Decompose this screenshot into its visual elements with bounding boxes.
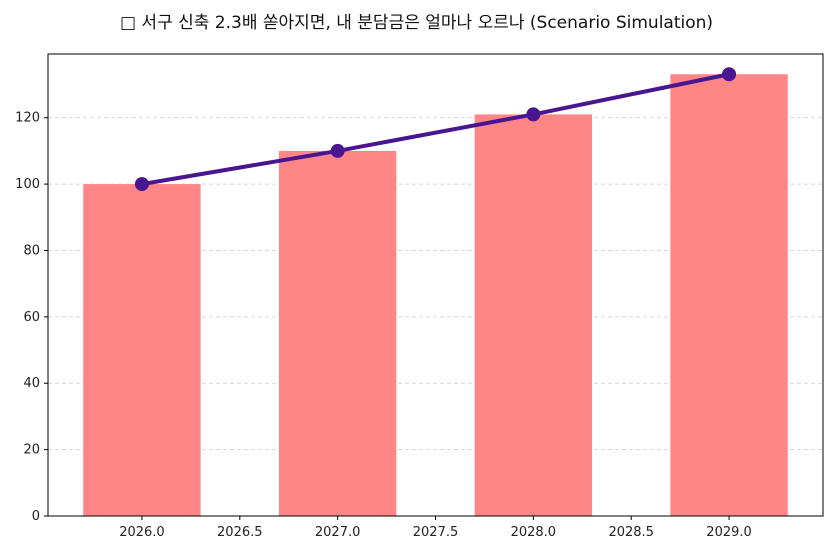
x-tick-label: 2026.5: [217, 525, 263, 540]
chart-title: □ 서구 신축 2.3배 쏟아지면, 내 분담금은 얼마나 오르나 (Scena…: [119, 13, 714, 33]
bar: [278, 150, 397, 516]
y-tick-label: 80: [23, 243, 40, 258]
x-tick-label: 2026.0: [119, 525, 165, 540]
y-tick-label: 100: [15, 177, 40, 192]
bar: [670, 74, 788, 516]
series-line: [141, 72, 730, 187]
line-point: [722, 67, 737, 82]
y-tick-label: 120: [15, 111, 40, 126]
x-tick-label: 2027.5: [413, 525, 459, 540]
y-tick-label: 20: [23, 443, 40, 458]
line-point: [134, 177, 149, 192]
y-tick-label: 0: [32, 509, 40, 524]
plot-frame: [47, 53, 824, 517]
y-tick-label: 60: [23, 310, 40, 325]
bar: [83, 184, 201, 516]
x-tick-label: 2028.0: [511, 525, 557, 540]
line-point: [526, 107, 541, 122]
x-tick-label: 2029.0: [706, 525, 752, 540]
bar: [474, 114, 593, 516]
line-point: [330, 143, 345, 158]
x-tick-label: 2028.5: [608, 525, 654, 540]
y-tick-label: 40: [23, 376, 40, 391]
x-tick-label: 2027.0: [315, 525, 361, 540]
